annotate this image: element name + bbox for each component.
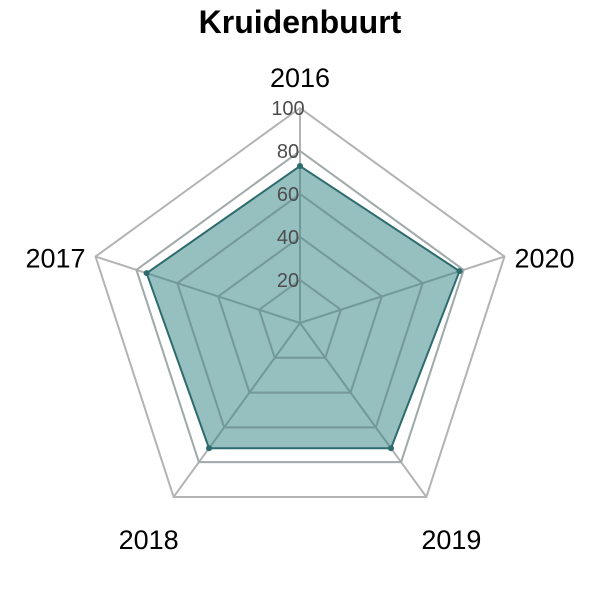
category-label-2016: 2016: [270, 63, 330, 93]
data-point-2016: [297, 163, 303, 170]
data-point-2017: [143, 270, 150, 277]
category-label-2020: 2020: [514, 244, 574, 274]
tick-label-20: 20: [277, 270, 299, 292]
data-layer: [135, 149, 465, 464]
category-label-2017: 2017: [25, 244, 85, 274]
tick-label-40: 40: [277, 227, 299, 249]
grid-ring-overlay-80: [135, 149, 465, 464]
data-point-2019: [387, 445, 394, 452]
data-point-2020: [456, 268, 463, 275]
grid-ring-overlay-40: [217, 235, 383, 394]
grid-ring-overlay-20: [257, 278, 343, 359]
data-point-2018: [206, 445, 213, 452]
tick-label-80: 80: [277, 141, 299, 163]
category-label-2018: 2018: [119, 525, 179, 555]
data-polygon: [145, 164, 461, 450]
grid-ring-80: [135, 149, 465, 464]
grid-ring-overlay-60: [176, 192, 424, 429]
tick-labels: 20 40 60 80 100: [271, 98, 304, 292]
axis-labels: 2016 2017 2018 2019 2020: [25, 63, 574, 555]
category-label-2019: 2019: [421, 525, 481, 555]
chart-title: Kruidenbuurt: [198, 4, 402, 40]
tick-label-60: 60: [277, 184, 299, 206]
grid-ring-100: [94, 106, 506, 498]
tick-label-100: 100: [271, 98, 304, 120]
